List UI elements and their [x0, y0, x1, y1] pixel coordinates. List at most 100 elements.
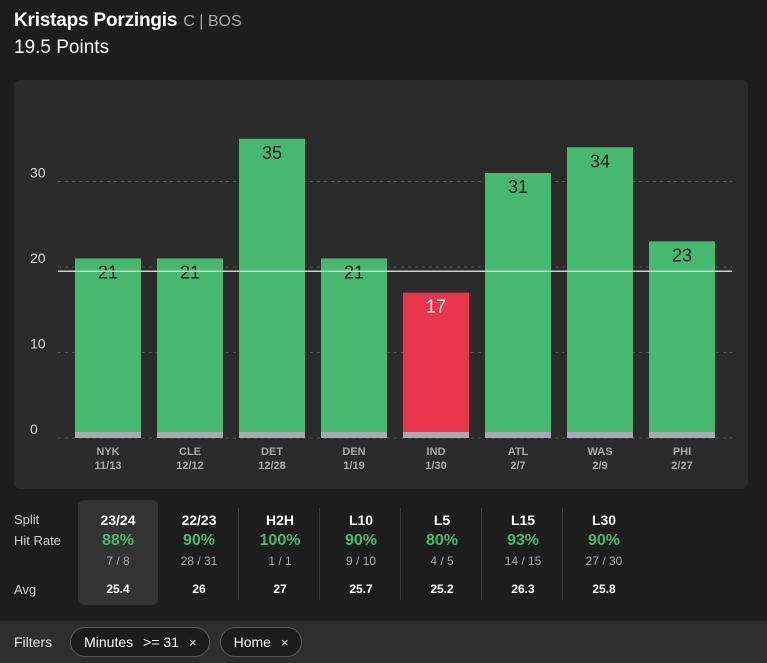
bar-base — [649, 432, 715, 438]
x-tick-date: 12/28 — [258, 460, 286, 472]
split-column-h2h[interactable]: H2H 100% 1 / 1 27 — [240, 500, 320, 605]
y-tick-label: 0 — [30, 421, 38, 437]
split-hit-rate: 90% — [182, 532, 216, 549]
split-name: L15 — [510, 512, 536, 528]
avg-row-label: Avg — [14, 582, 37, 597]
split-name: 23/24 — [100, 512, 136, 528]
split-avg: 25.7 — [349, 582, 373, 596]
bar-phi — [649, 241, 715, 438]
split-column-23-24[interactable]: 23/24 88% 7 / 8 25.4 — [78, 500, 158, 605]
split-hit-rate: 100% — [259, 532, 301, 549]
y-tick-label: 20 — [30, 250, 46, 266]
x-tick-team: IND — [427, 446, 446, 458]
split-hit-rate: 88% — [101, 532, 135, 549]
column-divider — [319, 508, 320, 600]
close-icon[interactable]: × — [280, 634, 289, 650]
bar-was — [567, 147, 633, 439]
split-name: H2H — [265, 512, 294, 528]
x-tick-date: 1/19 — [343, 460, 364, 472]
prop-line: 19.5 Points — [14, 37, 110, 58]
bar-value-label: 35 — [262, 143, 282, 163]
x-tick-team: DEN — [342, 446, 365, 458]
y-tick-label: 30 — [30, 165, 46, 181]
bar-base — [321, 432, 387, 438]
player-line: Kristaps Porzingis C | BOS — [14, 10, 242, 32]
bar-atl — [485, 172, 551, 438]
bar-base — [239, 432, 305, 438]
x-tick-date: 11/13 — [95, 460, 122, 472]
x-tick-date: 12/12 — [176, 460, 204, 472]
column-divider — [238, 508, 239, 600]
x-tick-team: WAS — [587, 446, 612, 458]
split-column-l10[interactable]: L10 90% 9 / 10 25.7 — [321, 500, 401, 605]
split-avg: 25.4 — [106, 582, 130, 596]
bar-ind — [403, 292, 469, 438]
split-hit-rate: 90% — [344, 532, 378, 549]
bar-base — [567, 432, 633, 438]
split-hits: 9 / 10 — [345, 554, 377, 568]
player-name: Kristaps Porzingis — [14, 10, 178, 31]
chip-label: Home — [233, 634, 271, 650]
split-name: L5 — [433, 512, 451, 528]
split-hits: 7 / 8 — [106, 554, 130, 568]
player-position-team: C | BOS — [183, 13, 242, 30]
bar-value-label: 21 — [344, 262, 364, 282]
split-column-l15[interactable]: L15 93% 14 / 15 26.3 — [483, 500, 563, 605]
split-column-l30[interactable]: L30 90% 27 / 30 25.8 — [564, 500, 644, 605]
bar-cle — [157, 258, 223, 438]
split-avg: 26 — [192, 582, 206, 596]
split-hits: 14 / 15 — [504, 554, 542, 568]
filter-chip-minutes[interactable]: Minutes >= 31 × — [70, 627, 210, 657]
hit-rate-row-label: Hit Rate — [14, 533, 61, 548]
x-tick-team: DET — [261, 446, 283, 458]
split-avg: 27 — [273, 582, 287, 596]
bar-chart: 0 10 20 30 21 NYK 11/13 21 CLE 12/12 35 DET 12/28 21 D… — [30, 138, 732, 472]
x-tick-team: ATL — [508, 446, 529, 458]
split-hits: 27 / 30 — [585, 554, 623, 568]
bar-det — [239, 138, 305, 438]
split-avg: 25.8 — [592, 582, 616, 596]
y-tick-label: 10 — [30, 336, 46, 352]
x-tick-date: 2/7 — [510, 460, 525, 472]
split-name: L30 — [591, 512, 617, 528]
bar-value-label: 21 — [98, 262, 118, 282]
bar-den — [321, 258, 387, 438]
x-tick-date: 1/30 — [425, 460, 446, 472]
bar-value-label: 17 — [426, 297, 446, 317]
split-row-label: Split — [14, 512, 40, 527]
x-tick-team: CLE — [179, 446, 201, 458]
split-hit-rate: 93% — [506, 532, 540, 549]
chip-label: Minutes — [84, 634, 134, 650]
chart-panel: 0 10 20 30 21 NYK 11/13 21 CLE 12/12 35 DET 12/28 21 D… — [14, 80, 748, 489]
column-divider — [481, 508, 482, 600]
bar-value-label: 34 — [590, 151, 610, 171]
split-avg: 25.2 — [430, 582, 454, 596]
x-tick-date: 2/9 — [592, 460, 607, 472]
bar-value-label: 21 — [180, 262, 200, 282]
bar-base — [403, 432, 469, 438]
close-icon[interactable]: × — [188, 634, 197, 650]
column-divider — [562, 508, 563, 600]
x-tick-team: NYK — [96, 446, 119, 458]
split-hit-rate: 90% — [587, 532, 621, 549]
bar-base — [485, 432, 551, 438]
splits-table: Split Hit Rate Avg 23/24 88% 7 / 8 25.4 … — [0, 500, 767, 608]
filters-bar: Filters Minutes >= 31 × Home × — [0, 621, 767, 663]
x-tick-date: 2/27 — [671, 460, 692, 472]
split-hit-rate: 80% — [425, 532, 459, 549]
filter-chip-home[interactable]: Home × — [219, 627, 302, 657]
split-hits: 4 / 5 — [430, 554, 454, 568]
bar-nyk — [75, 258, 141, 438]
split-column-22-23[interactable]: 22/23 90% 28 / 31 26 — [159, 500, 239, 605]
bar-value-label: 31 — [508, 177, 528, 197]
header: Kristaps Porzingis C | BOS 19.5 Points — [14, 10, 242, 59]
split-name: L10 — [348, 512, 374, 528]
split-avg: 26.3 — [511, 582, 535, 596]
split-hits: 1 / 1 — [268, 554, 292, 568]
row-labels: Split Hit Rate Avg — [14, 500, 76, 608]
chip-value: >= 31 — [143, 634, 179, 650]
split-column-l5[interactable]: L5 80% 4 / 5 25.2 — [402, 500, 482, 605]
filters-label: Filters — [14, 634, 53, 650]
x-tick-team: PHI — [673, 446, 691, 458]
split-name: 22/23 — [181, 512, 217, 528]
